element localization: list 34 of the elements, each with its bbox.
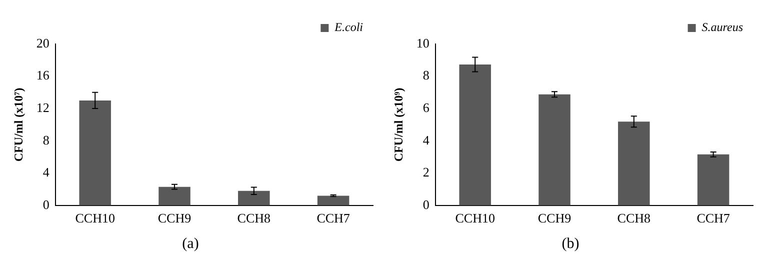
y-tick-label: 16	[36, 68, 50, 83]
y-axis-title: CFU/ml (x10⁷)	[11, 88, 26, 162]
y-tick-label: 0	[422, 196, 430, 212]
bar	[459, 64, 491, 206]
text: (a)	[182, 236, 199, 252]
x-tick-label: CCH7	[696, 210, 730, 226]
bar	[618, 122, 650, 206]
text: (b)	[562, 236, 580, 252]
y-tick-label: 10	[416, 35, 430, 50]
y-tick-label: 12	[36, 100, 50, 115]
bar	[158, 186, 190, 206]
y-tick-label: 0	[42, 196, 50, 212]
y-tick-label: 2	[422, 164, 430, 180]
y-tick-label: 4	[42, 164, 50, 180]
y-axis-title: CFU/ml (x10⁹)	[391, 88, 406, 162]
y-tick-label: 6	[422, 100, 430, 115]
x-tick-label: CCH8	[617, 210, 651, 226]
x-tick-label: CCH7	[316, 210, 350, 226]
bar	[238, 190, 270, 206]
bar	[697, 154, 730, 206]
x-tick-label: CCH10	[455, 210, 495, 226]
bar	[79, 100, 111, 206]
x-tick-label: CCH10	[75, 210, 115, 226]
bar	[538, 94, 570, 206]
legend-label: S.aureus	[702, 20, 744, 34]
y-tick-label: 4	[422, 132, 430, 148]
y-tick-label: 8	[42, 132, 50, 148]
bar	[317, 196, 350, 206]
legend-label: E.coli	[334, 20, 364, 34]
x-tick-label: CCH9	[158, 210, 192, 226]
y-tick-label: 8	[422, 68, 430, 83]
y-tick-label: 20	[36, 35, 50, 50]
x-tick-label: CCH9	[538, 210, 572, 226]
x-tick-label: CCH8	[237, 210, 271, 226]
